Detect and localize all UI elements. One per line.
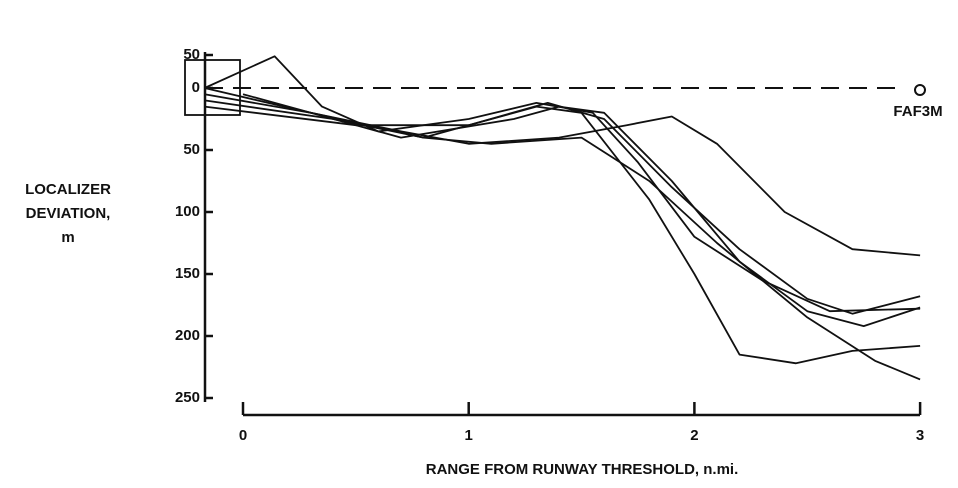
y-tick-label: 50 <box>183 46 200 63</box>
y-axis-label: LOCALIZER <box>25 181 111 198</box>
x-axis-label: RANGE FROM RUNWAY THRESHOLD, n.mi. <box>426 461 739 478</box>
y-axis-label: DEVIATION, <box>26 205 111 222</box>
annotation: FAF3M <box>893 103 942 120</box>
faf-marker <box>914 84 926 96</box>
y-tick-label: 0 <box>192 79 200 96</box>
x-tick-label: 1 <box>465 427 473 444</box>
series-line <box>204 99 921 381</box>
y-tick-label: 250 <box>175 389 200 406</box>
y-tick-label: 100 <box>175 203 200 220</box>
y-tick-label: 50 <box>183 141 200 158</box>
series-line <box>242 93 921 328</box>
y-tick-label: 150 <box>175 265 200 282</box>
series-line <box>204 87 921 365</box>
x-tick-label: 2 <box>690 427 698 444</box>
x-tick-label: 3 <box>916 427 924 444</box>
series-line <box>204 93 921 257</box>
series-line <box>204 102 921 315</box>
series-line <box>204 55 921 313</box>
y-axis-label: m <box>61 229 74 246</box>
x-tick-label: 0 <box>239 427 247 444</box>
y-tick-label: 200 <box>175 327 200 344</box>
